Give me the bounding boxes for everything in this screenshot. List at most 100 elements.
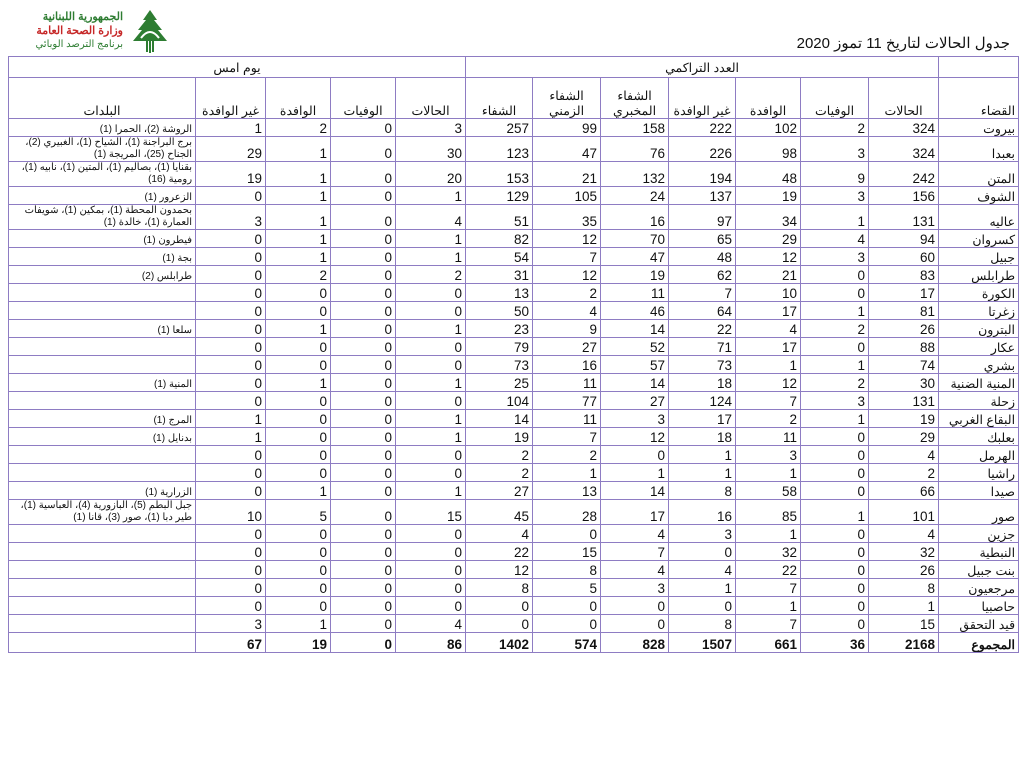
recovered-cell: 22 — [465, 542, 534, 561]
district-cell: مرجعيون — [938, 578, 1020, 597]
time-recovery-cell: 7 — [532, 427, 602, 446]
lab-recovery-cell: 14 — [600, 319, 670, 338]
deaths-cell: 0 — [800, 596, 870, 615]
y-cases-cell: 30 — [395, 136, 467, 162]
towns-cell: طرابلس (2) — [7, 265, 197, 284]
district-cell: راشيا — [938, 463, 1020, 482]
total-row: المجموع 2168 36 661 1507 828 574 1402 86 0 19 67 — [7, 632, 1020, 653]
y-imported-cell: 0 — [265, 542, 332, 561]
y-cases-cell: 1 — [395, 427, 467, 446]
imported-cell: 32 — [735, 542, 802, 561]
cases-cell: 26 — [868, 319, 940, 338]
imported-cell: 2 — [735, 409, 802, 428]
local-cell: 62 — [668, 265, 737, 284]
lab-recovery-cell: 16 — [600, 204, 670, 230]
lab-recovery-cell: 57 — [600, 355, 670, 374]
district-cell: بعبدا — [938, 136, 1020, 162]
lab-recovery-cell: 3 — [600, 409, 670, 428]
blank-header — [938, 56, 1020, 78]
y-local-cell: 1 — [195, 409, 267, 428]
table-row: قيد التحقق 15 0 7 8 0 0 0 4 0 1 3 — [7, 614, 1020, 633]
lab-recovery-cell: 828 — [600, 632, 670, 653]
y-local-cell: 0 — [195, 578, 267, 597]
y-cases-cell: 1 — [395, 373, 467, 392]
table-row: جزين 4 0 1 3 4 0 4 0 0 0 0 — [7, 524, 1020, 543]
district-cell: عاليه — [938, 204, 1020, 230]
time-recovery-cell: 4 — [532, 301, 602, 320]
cases-cell: 74 — [868, 355, 940, 374]
towns-cell — [7, 301, 197, 320]
y-deaths-cell: 0 — [330, 283, 397, 302]
recovered-cell: 79 — [465, 337, 534, 356]
district-cell: الشوف — [938, 186, 1020, 205]
towns-cell — [7, 463, 197, 482]
header-time-recovery: الشفاء الزمني — [532, 77, 602, 119]
local-cell: 48 — [668, 247, 737, 266]
y-deaths-cell: 0 — [330, 204, 397, 230]
y-deaths-cell: 0 — [330, 136, 397, 162]
y-cases-cell: 1 — [395, 409, 467, 428]
time-recovery-cell: 77 — [532, 391, 602, 410]
y-deaths-cell: 0 — [330, 161, 397, 187]
district-cell: جبيل — [938, 247, 1020, 266]
towns-cell: المنية (1) — [7, 373, 197, 392]
deaths-cell: 3 — [800, 247, 870, 266]
table-row: النبطية 32 0 32 0 7 15 22 0 0 0 0 — [7, 542, 1020, 561]
district-cell: البقاع الغربي — [938, 409, 1020, 428]
imported-cell: 17 — [735, 337, 802, 356]
table-row: بنت جبيل 26 0 22 4 4 8 12 0 0 0 0 — [7, 560, 1020, 579]
deaths-cell: 1 — [800, 301, 870, 320]
recovered-cell: 2 — [465, 445, 534, 464]
time-recovery-cell: 35 — [532, 204, 602, 230]
district-cell: الكورة — [938, 283, 1020, 302]
cases-cell: 8 — [868, 578, 940, 597]
towns-cell — [7, 524, 197, 543]
y-imported-cell: 1 — [265, 161, 332, 187]
towns-cell — [7, 337, 197, 356]
header-local: غير الوافدة — [668, 77, 737, 119]
local-cell: 0 — [668, 596, 737, 615]
table-row: صور 101 1 85 16 17 28 45 15 0 5 10 جبل البطم (5)، ال… — [7, 499, 1020, 525]
recovered-cell: 8 — [465, 578, 534, 597]
y-cases-cell: 1 — [395, 229, 467, 248]
cases-cell: 324 — [868, 136, 940, 162]
deaths-cell: 1 — [800, 204, 870, 230]
local-cell: 18 — [668, 373, 737, 392]
recovered-cell: 4 — [465, 524, 534, 543]
y-local-cell: 0 — [195, 283, 267, 302]
header-y-local: غير الوافدة — [195, 77, 267, 119]
towns-cell — [7, 445, 197, 464]
local-cell: 1507 — [668, 632, 737, 653]
imported-cell: 7 — [735, 614, 802, 633]
yesterday-group-header: يوم امس — [7, 56, 467, 78]
deaths-cell: 9 — [800, 161, 870, 187]
y-cases-cell: 0 — [395, 463, 467, 482]
y-local-cell: 0 — [195, 337, 267, 356]
header-towns: البلدات — [7, 77, 197, 119]
towns-cell: برج البراجنة (1)، الشياح (1)، الغبيري (2… — [7, 136, 197, 162]
y-cases-cell: 1 — [395, 186, 467, 205]
lab-recovery-cell: 158 — [600, 118, 670, 137]
cases-cell: 131 — [868, 391, 940, 410]
y-local-cell: 0 — [195, 463, 267, 482]
y-deaths-cell: 0 — [330, 229, 397, 248]
y-deaths-cell: 0 — [330, 355, 397, 374]
local-cell: 16 — [668, 499, 737, 525]
y-cases-cell: 0 — [395, 542, 467, 561]
lab-recovery-cell: 46 — [600, 301, 670, 320]
recovered-cell: 82 — [465, 229, 534, 248]
y-local-cell: 1 — [195, 427, 267, 446]
time-recovery-cell: 2 — [532, 283, 602, 302]
y-imported-cell: 0 — [265, 409, 332, 428]
table-row: الكورة 17 0 10 7 11 2 13 0 0 0 0 — [7, 283, 1020, 302]
y-deaths-cell: 0 — [330, 499, 397, 525]
local-cell: 4 — [668, 560, 737, 579]
y-deaths-cell: 0 — [330, 481, 397, 500]
towns-cell: الزعرور (1) — [7, 186, 197, 205]
table-row: البترون 26 2 4 22 14 9 23 1 0 1 0 سلعا (1) — [7, 319, 1020, 338]
cases-cell: 4 — [868, 445, 940, 464]
local-cell: 3 — [668, 524, 737, 543]
district-cell: كسروان — [938, 229, 1020, 248]
imported-cell: 1 — [735, 524, 802, 543]
imported-cell: 22 — [735, 560, 802, 579]
